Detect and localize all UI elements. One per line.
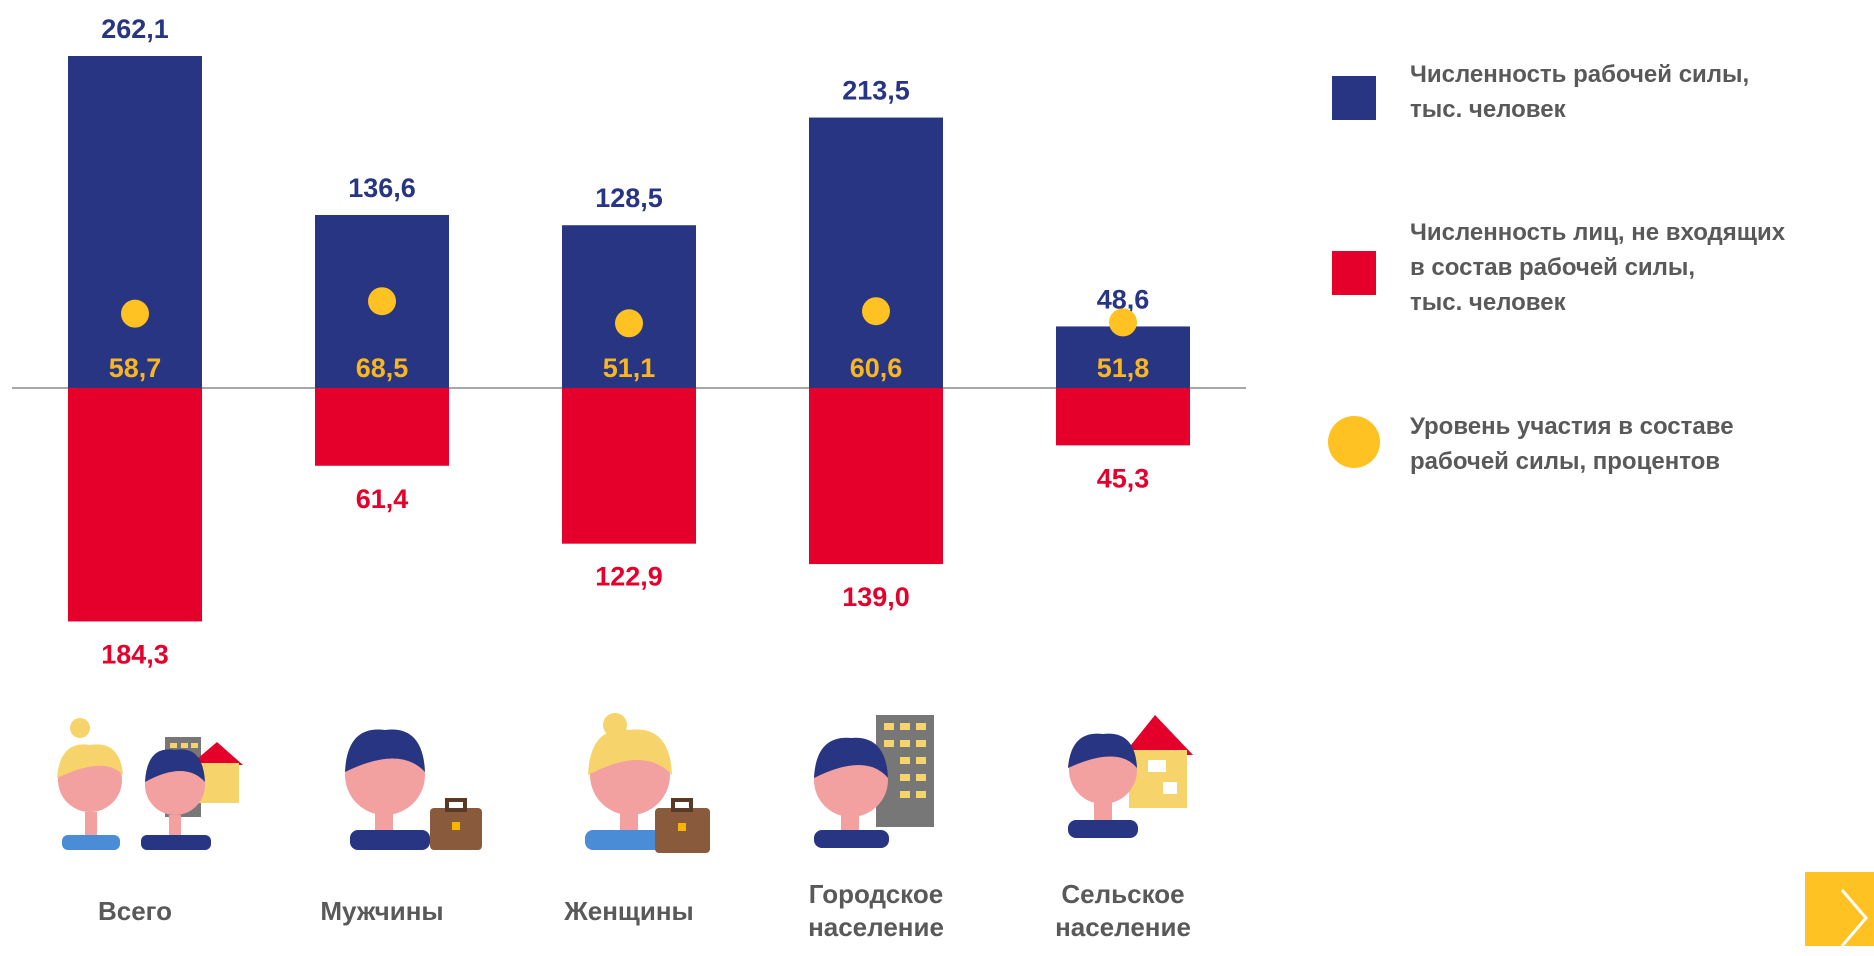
bar-labor xyxy=(68,56,202,388)
legend-swatch xyxy=(1332,251,1376,295)
value-label: 136,6 xyxy=(348,173,416,203)
category-label: Мужчины xyxy=(320,895,444,926)
icon-all xyxy=(57,718,243,850)
legend-label: Уровень участия в составе рабочей силы, … xyxy=(1410,413,1734,475)
next-arrow xyxy=(1840,889,1868,946)
value-label: 262,1 xyxy=(101,14,169,44)
category-label: Женщины xyxy=(564,895,694,926)
bar-outside xyxy=(68,388,202,622)
participation-dot xyxy=(615,309,643,338)
icon-men xyxy=(345,729,482,850)
legend-label: Численность рабочей силы, тыс. человек xyxy=(1410,61,1750,123)
value-label: 128,5 xyxy=(595,183,663,213)
bar-outside xyxy=(1056,388,1190,446)
participation-dot xyxy=(368,287,396,316)
category-label: Всего xyxy=(97,895,173,926)
icon-women xyxy=(585,713,710,853)
value-label: 58,7 xyxy=(109,353,162,383)
value-label: 184,3 xyxy=(101,639,169,669)
legend-label: Численность лиц, не входящих в состав ра… xyxy=(1410,219,1786,316)
category-label: Городское население xyxy=(808,879,944,942)
bar-outside xyxy=(809,388,943,565)
participation-dot xyxy=(862,297,890,326)
next-button[interactable] xyxy=(1805,872,1874,946)
value-label: 60,6 xyxy=(850,353,903,383)
value-label: 213,5 xyxy=(842,76,910,106)
icon-urban xyxy=(814,715,934,848)
legend-swatch xyxy=(1332,76,1376,120)
value-label: 68,5 xyxy=(356,353,409,383)
category-label: Сельское население xyxy=(1055,879,1191,942)
value-label: 61,4 xyxy=(356,484,409,514)
value-label: 139,0 xyxy=(842,582,910,612)
participation-dot xyxy=(1109,308,1137,337)
bar-outside xyxy=(562,388,696,544)
bar-labor xyxy=(562,225,696,388)
bar-labor xyxy=(809,117,943,389)
participation-dot xyxy=(121,299,149,328)
value-label: 51,8 xyxy=(1097,353,1150,383)
value-label: 122,9 xyxy=(595,562,663,592)
icon-rural xyxy=(1068,715,1193,838)
legend-swatch xyxy=(1328,416,1380,468)
bar-outside xyxy=(315,388,449,466)
value-label: 45,3 xyxy=(1097,463,1150,493)
value-label: 51,1 xyxy=(603,353,656,383)
bar-labor xyxy=(1056,326,1190,388)
